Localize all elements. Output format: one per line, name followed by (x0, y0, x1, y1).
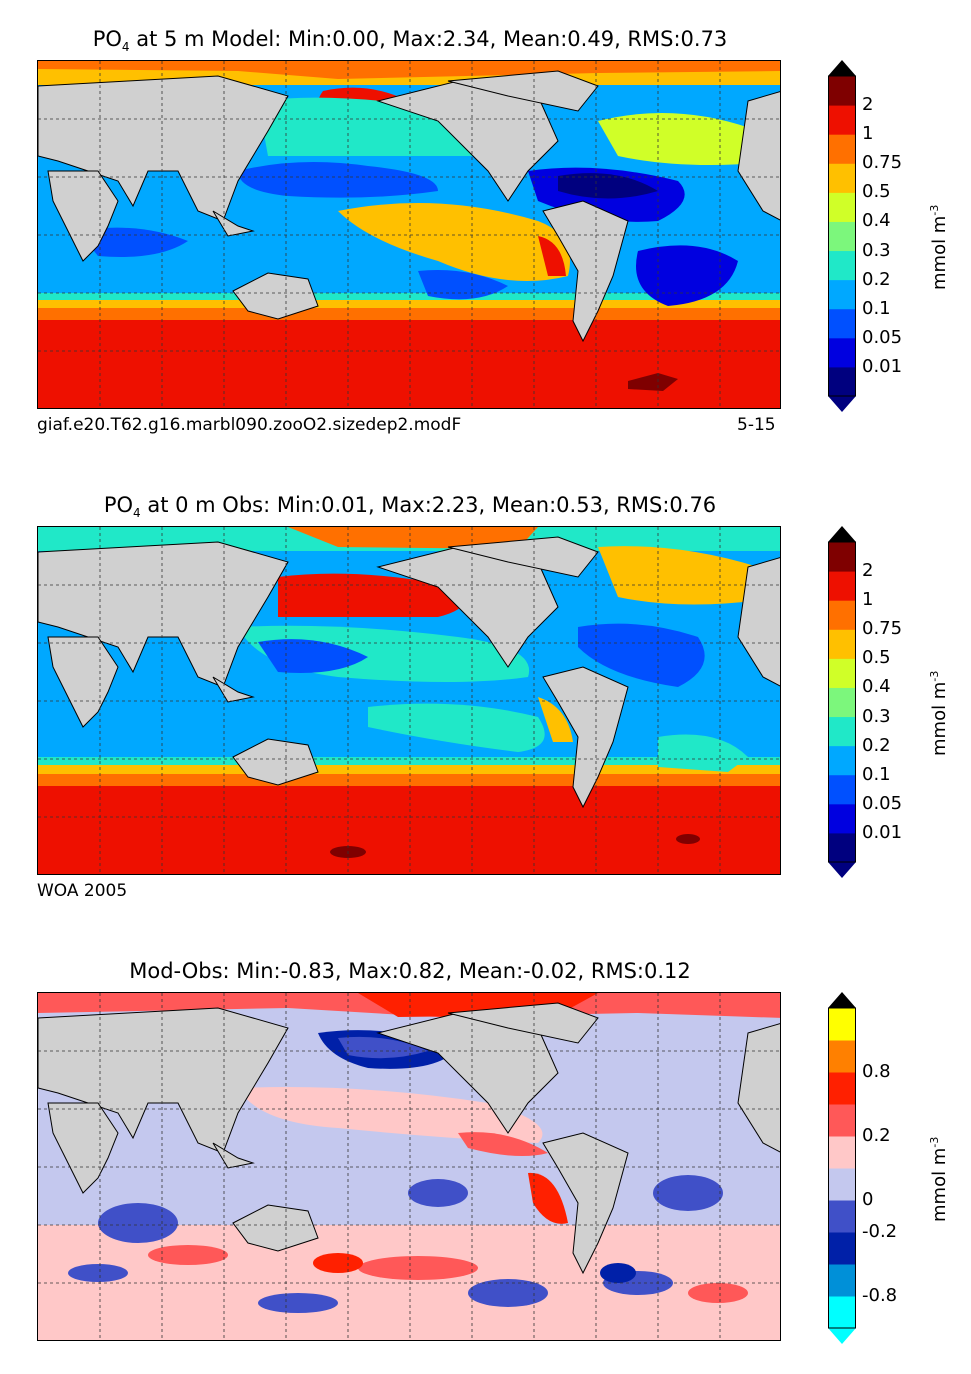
colorbar (828, 60, 856, 412)
colorbar-tick-label: 0.05 (862, 326, 903, 348)
colorbar-tick-label: 0.2 (862, 734, 891, 756)
colorbar-segment (828, 1040, 856, 1073)
colorbar-tick-label: 0.4 (862, 210, 891, 232)
colorbar-segment (828, 105, 856, 135)
colorbar-tick-label: 0.2 (862, 1125, 891, 1146)
colorbar (828, 992, 856, 1344)
map-plot (37, 526, 781, 875)
colorbar (828, 526, 856, 878)
colorbar-extend-high (828, 526, 856, 542)
colorbar-tick-label: 0.5 (862, 647, 891, 669)
colorbar-segment (828, 221, 856, 252)
colorbar-segment (828, 76, 856, 106)
colorbar-extend-low (828, 396, 856, 412)
colorbar-segment (828, 366, 856, 397)
colorbar-segment (828, 163, 856, 193)
panel-model: PO4 at 5 m Model: Min:0.00, Max:2.34, Me… (0, 0, 971, 440)
model-run-label: giaf.e20.T62.g16.marbl090.zooO2.sizedep2… (37, 415, 462, 435)
colorbar-unit: mmol m-3 (928, 204, 950, 290)
colorbar-extend-low (828, 1328, 856, 1344)
colorbar-tick-label: 0.75 (862, 152, 903, 174)
colorbar-segment (828, 542, 856, 572)
panel-title: Mod-Obs: Min:-0.83, Max:0.82, Mean:-0.02… (129, 959, 691, 983)
colorbar-segment (828, 308, 856, 339)
map-plot (37, 60, 781, 409)
colorbar-segment (828, 745, 856, 776)
colorbar-extend-low (828, 862, 856, 878)
colorbar-tick-label: 0.05 (862, 792, 903, 814)
colorbar-extend-high (828, 992, 856, 1008)
colorbar-tick-label: 0.01 (862, 821, 903, 843)
colorbar-extend-high (828, 60, 856, 76)
colorbar-segment (828, 1296, 856, 1329)
colorbar-segment (828, 337, 856, 368)
colorbar-segment (828, 658, 856, 688)
colorbar-segment (828, 600, 856, 630)
colorbar-frame (828, 1007, 856, 1329)
colorbar-segment (828, 134, 856, 164)
colorbar-tick-label: 0.1 (862, 297, 891, 319)
colorbar-segment (828, 1200, 856, 1233)
colorbar-tick-label: -0.2 (862, 1221, 898, 1242)
colorbar-segment (828, 250, 856, 281)
colorbar-segment (828, 192, 856, 222)
colorbar-tick-label: 0.8 (862, 1061, 891, 1082)
colorbar-segment (828, 774, 856, 805)
panel-title: PO4 at 0 m Obs: Min:0.01, Max:2.23, Mean… (103, 493, 717, 521)
colorbar-tick-label: 0 (862, 1189, 874, 1210)
colorbar-frame (828, 75, 856, 397)
colorbar-segment (828, 1008, 856, 1041)
colorbar-segment (828, 716, 856, 747)
colorbar-tick-label: 0.75 (862, 618, 903, 640)
colorbar-frame (828, 541, 856, 863)
colorbar-segment (828, 629, 856, 659)
colorbar-segment (828, 1232, 856, 1265)
colorbar-unit: mmol m-3 (928, 1136, 950, 1222)
panel-title: PO4 at 5 m Model: Min:0.00, Max:2.34, Me… (92, 27, 728, 55)
colorbar-segment (828, 687, 856, 718)
colorbar-segment (828, 1136, 856, 1169)
colorbar-tick-label: 0.3 (862, 239, 891, 261)
map-plot (37, 992, 781, 1341)
colorbar-segment (828, 832, 856, 863)
colorbar-tick-label: 2 (862, 94, 874, 116)
panel-diff: Mod-Obs: Min:-0.83, Max:0.82, Mean:-0.02… (0, 932, 971, 1372)
colorbar-segment (828, 1168, 856, 1201)
colorbar-tick-label: 0.01 (862, 355, 903, 377)
colorbar-tick-label: 0.4 (862, 676, 891, 698)
colorbar-unit: mmol m-3 (928, 670, 950, 756)
source-label: WOA 2005 (37, 881, 128, 901)
colorbar-tick-label: 0.5 (862, 181, 891, 203)
year-range-label: 5-15 (737, 415, 776, 435)
colorbar-tick-label: 2 (862, 560, 874, 582)
colorbar-segment (828, 1104, 856, 1137)
colorbar-tick-label: 0.2 (862, 268, 891, 290)
panel-obs: PO4 at 0 m Obs: Min:0.01, Max:2.23, Mean… (0, 466, 971, 906)
colorbar-segment (828, 803, 856, 834)
colorbar-tick-label: 0.3 (862, 705, 891, 727)
colorbar-tick-label: 1 (862, 589, 874, 611)
colorbar-tick-label: 1 (862, 123, 874, 145)
colorbar-segment (828, 1072, 856, 1105)
colorbar-tick-label: 0.1 (862, 763, 891, 785)
colorbar-segment (828, 279, 856, 310)
colorbar-segment (828, 571, 856, 601)
colorbar-tick-label: -0.8 (862, 1285, 898, 1306)
colorbar-segment (828, 1264, 856, 1297)
